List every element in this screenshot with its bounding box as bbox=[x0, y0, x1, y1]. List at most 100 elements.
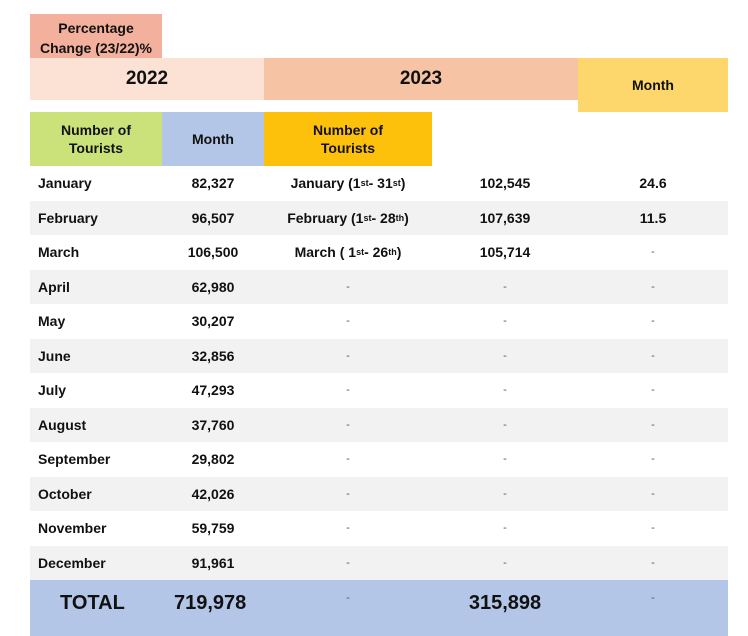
pct-change-cell: - bbox=[578, 477, 728, 512]
tourists-2022-cell: 82,327 bbox=[191, 175, 235, 192]
pct-header-line1: Percentage bbox=[58, 20, 134, 36]
tourists-2022-cell: 29,802 bbox=[191, 451, 235, 468]
dash: - bbox=[651, 315, 655, 328]
tourists-2023-cell: - bbox=[432, 408, 578, 443]
dash: - bbox=[651, 384, 655, 397]
dash: - bbox=[651, 349, 655, 362]
pct-header-line2: Change (23/22)% bbox=[39, 40, 153, 56]
tourists-2023-cell: 102,545 bbox=[479, 175, 531, 192]
total-2022-value: 719,978 bbox=[174, 592, 247, 614]
dash: - bbox=[503, 556, 507, 569]
dash: - bbox=[503, 280, 507, 293]
total-2023-value: 315,898 bbox=[432, 580, 578, 636]
month-2022-cell: November bbox=[38, 520, 107, 537]
month-2023-part: March ( 1 bbox=[294, 244, 357, 261]
tourists-2022-cell: 47,293 bbox=[191, 382, 235, 399]
dash: - bbox=[503, 487, 507, 500]
tourists-2023-cell: - bbox=[432, 304, 578, 339]
dash: - bbox=[503, 418, 507, 431]
pct-change-cell: - bbox=[578, 235, 728, 270]
tourists-2022-cell: 37,760 bbox=[191, 416, 235, 433]
dash: - bbox=[503, 522, 507, 535]
month-2023-cell: - bbox=[264, 477, 432, 512]
month-2023-cell: - bbox=[264, 511, 432, 546]
percentage-change-header: Percentage Change (23/22)% bbox=[30, 14, 162, 58]
pct-change-cell: - bbox=[578, 373, 728, 408]
pct-change-cell: 24.6 bbox=[639, 175, 667, 192]
total-2022-group: TOTAL 719,978 bbox=[30, 580, 264, 636]
dash: - bbox=[503, 384, 507, 397]
dash: - bbox=[346, 556, 350, 569]
table-row: August 37,760 - - - bbox=[30, 407, 728, 443]
pct-change-cell: - bbox=[578, 408, 728, 443]
tourists-2023-line2: Tourists bbox=[320, 140, 376, 156]
month-2023-part: - 28 bbox=[371, 209, 396, 226]
month-2022-cell: September bbox=[38, 451, 111, 468]
dash: - bbox=[503, 349, 507, 362]
table-row: June 32,856 - - - bbox=[30, 338, 728, 374]
tourists-2022-cell: 30,207 bbox=[191, 313, 235, 330]
tourists-2023-cell: - bbox=[432, 373, 578, 408]
tourists-2022-cell: 91,961 bbox=[191, 554, 235, 571]
tourists-2023-line1: Number of bbox=[313, 122, 383, 138]
tourists-2023-cell: - bbox=[432, 442, 578, 477]
month-2023-cell: - bbox=[264, 304, 432, 339]
total-month-2023: - bbox=[264, 580, 432, 636]
pct-change-cell: - bbox=[578, 511, 728, 546]
dash: - bbox=[346, 522, 350, 535]
dash: - bbox=[651, 280, 655, 293]
month-2023-cell: - bbox=[264, 373, 432, 408]
month-2023-part: ) bbox=[396, 244, 402, 261]
tourists-2023-header: Number of Tourists bbox=[264, 112, 432, 166]
tourists-2022-cell: 42,026 bbox=[191, 485, 235, 502]
tourists-2023-cell: - bbox=[432, 270, 578, 305]
dash: - bbox=[346, 280, 350, 293]
tourists-2023-cell: - bbox=[432, 339, 578, 374]
month-2022-cell: March bbox=[38, 244, 80, 261]
month-2023-cell: - bbox=[264, 270, 432, 305]
total-pct-dash: - bbox=[651, 592, 655, 604]
month-2022-cell: August bbox=[38, 416, 87, 433]
dash: - bbox=[651, 487, 655, 500]
month-2022-cell: April bbox=[38, 278, 70, 295]
total-label: TOTAL bbox=[60, 592, 125, 614]
month-2022-cell: July bbox=[38, 382, 67, 399]
table-row: July 47,293 - - - bbox=[30, 373, 728, 408]
dash: - bbox=[346, 315, 350, 328]
total-pct: - bbox=[578, 580, 728, 636]
month-2023-part: January (1 bbox=[290, 175, 361, 192]
table-row: December 91,961 - - - bbox=[30, 545, 728, 580]
month-2023-cell: - bbox=[264, 442, 432, 477]
month-2022-cell: January bbox=[38, 175, 92, 192]
month-2023-part: February (1 bbox=[287, 209, 364, 226]
dash: - bbox=[651, 246, 655, 259]
tourists-2022-cell: 106,500 bbox=[187, 244, 239, 261]
month-2023-part: ) bbox=[400, 175, 406, 192]
tourists-2022-line1: Number of bbox=[61, 122, 131, 138]
year-2023-header: 2023 bbox=[264, 58, 578, 100]
month-2022-cell: May bbox=[38, 313, 66, 330]
table-row: November 59,759 - - - bbox=[30, 511, 728, 546]
month-2022-header: Month bbox=[578, 58, 728, 112]
dash: - bbox=[651, 418, 655, 431]
tourists-2022-header: Number of Tourists bbox=[30, 112, 162, 166]
table-row: September 29,802 - - - bbox=[30, 442, 728, 477]
month-2022-cell: December bbox=[38, 554, 106, 571]
year-2022-header: 2022 bbox=[30, 58, 264, 100]
pct-change-cell: - bbox=[578, 442, 728, 477]
pct-change-cell: - bbox=[578, 304, 728, 339]
month-2023-header: Month bbox=[162, 112, 264, 166]
tourists-2022-line2: Tourists bbox=[68, 140, 124, 156]
month-2023-cell: - bbox=[264, 339, 432, 374]
dash: - bbox=[346, 418, 350, 431]
tourists-2023-cell: - bbox=[432, 511, 578, 546]
dash: - bbox=[651, 453, 655, 466]
pct-change-cell: - bbox=[578, 339, 728, 374]
tourists-2022-cell: 32,856 bbox=[191, 347, 235, 364]
